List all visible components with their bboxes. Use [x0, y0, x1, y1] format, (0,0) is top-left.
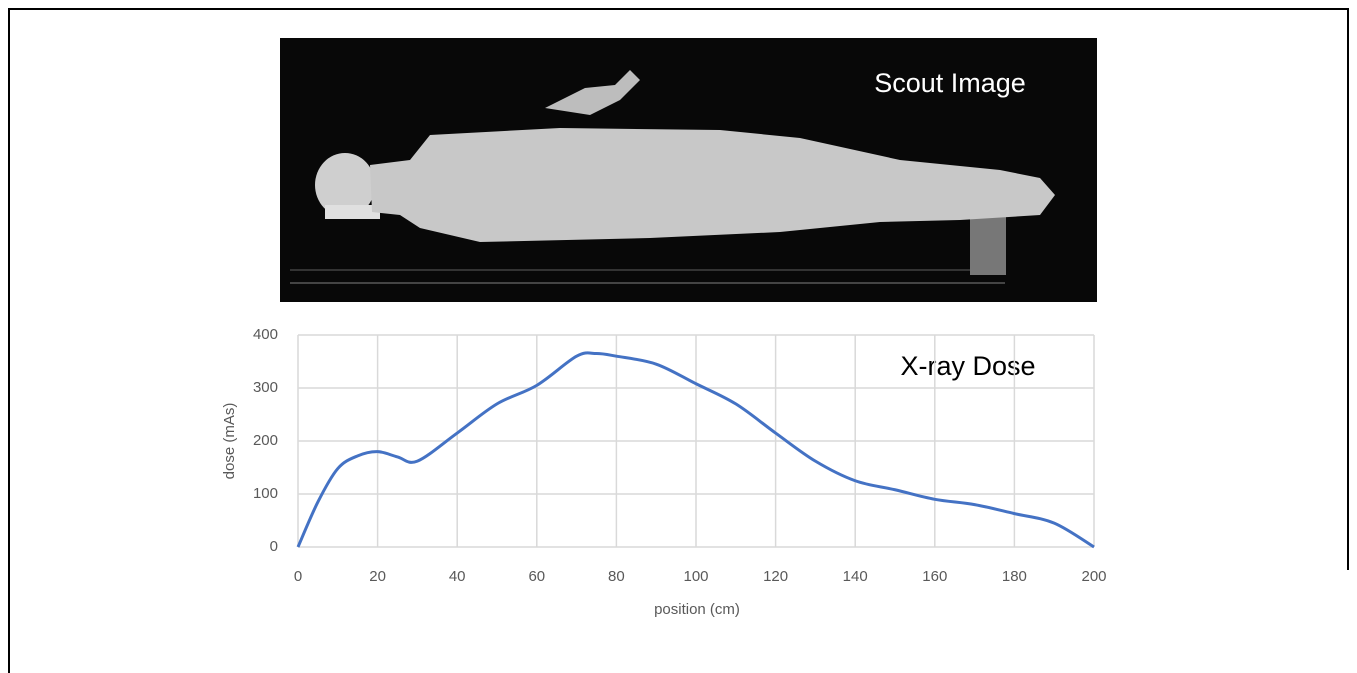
x-tick-label: 40	[449, 568, 466, 585]
y-axis-label: dose (mAs)	[221, 403, 238, 480]
x-tick-label: 0	[294, 568, 302, 585]
x-tick-label: 60	[528, 568, 545, 585]
y-tick-label: 400	[253, 326, 278, 343]
x-axis-label: position (cm)	[654, 601, 740, 618]
x-tick-label: 80	[608, 568, 625, 585]
y-tick-label: 200	[253, 432, 278, 449]
x-tick-label: 200	[1081, 568, 1106, 585]
chart-annotation: X-ray Dose	[900, 351, 1035, 381]
x-tick-label: 160	[922, 568, 947, 585]
y-tick-label: 300	[253, 379, 278, 396]
image-label: Scout Image	[874, 68, 1026, 98]
y-tick-label: 100	[253, 485, 278, 502]
x-tick-label: 100	[683, 568, 708, 585]
x-tick-label: 20	[369, 568, 386, 585]
figure: Scout Image X-ray Dose position (cm) dos…	[0, 0, 1357, 673]
x-tick-label: 140	[843, 568, 868, 585]
y-tick-label: 0	[270, 538, 278, 555]
x-tick-label: 180	[1002, 568, 1027, 585]
x-tick-label: 120	[763, 568, 788, 585]
